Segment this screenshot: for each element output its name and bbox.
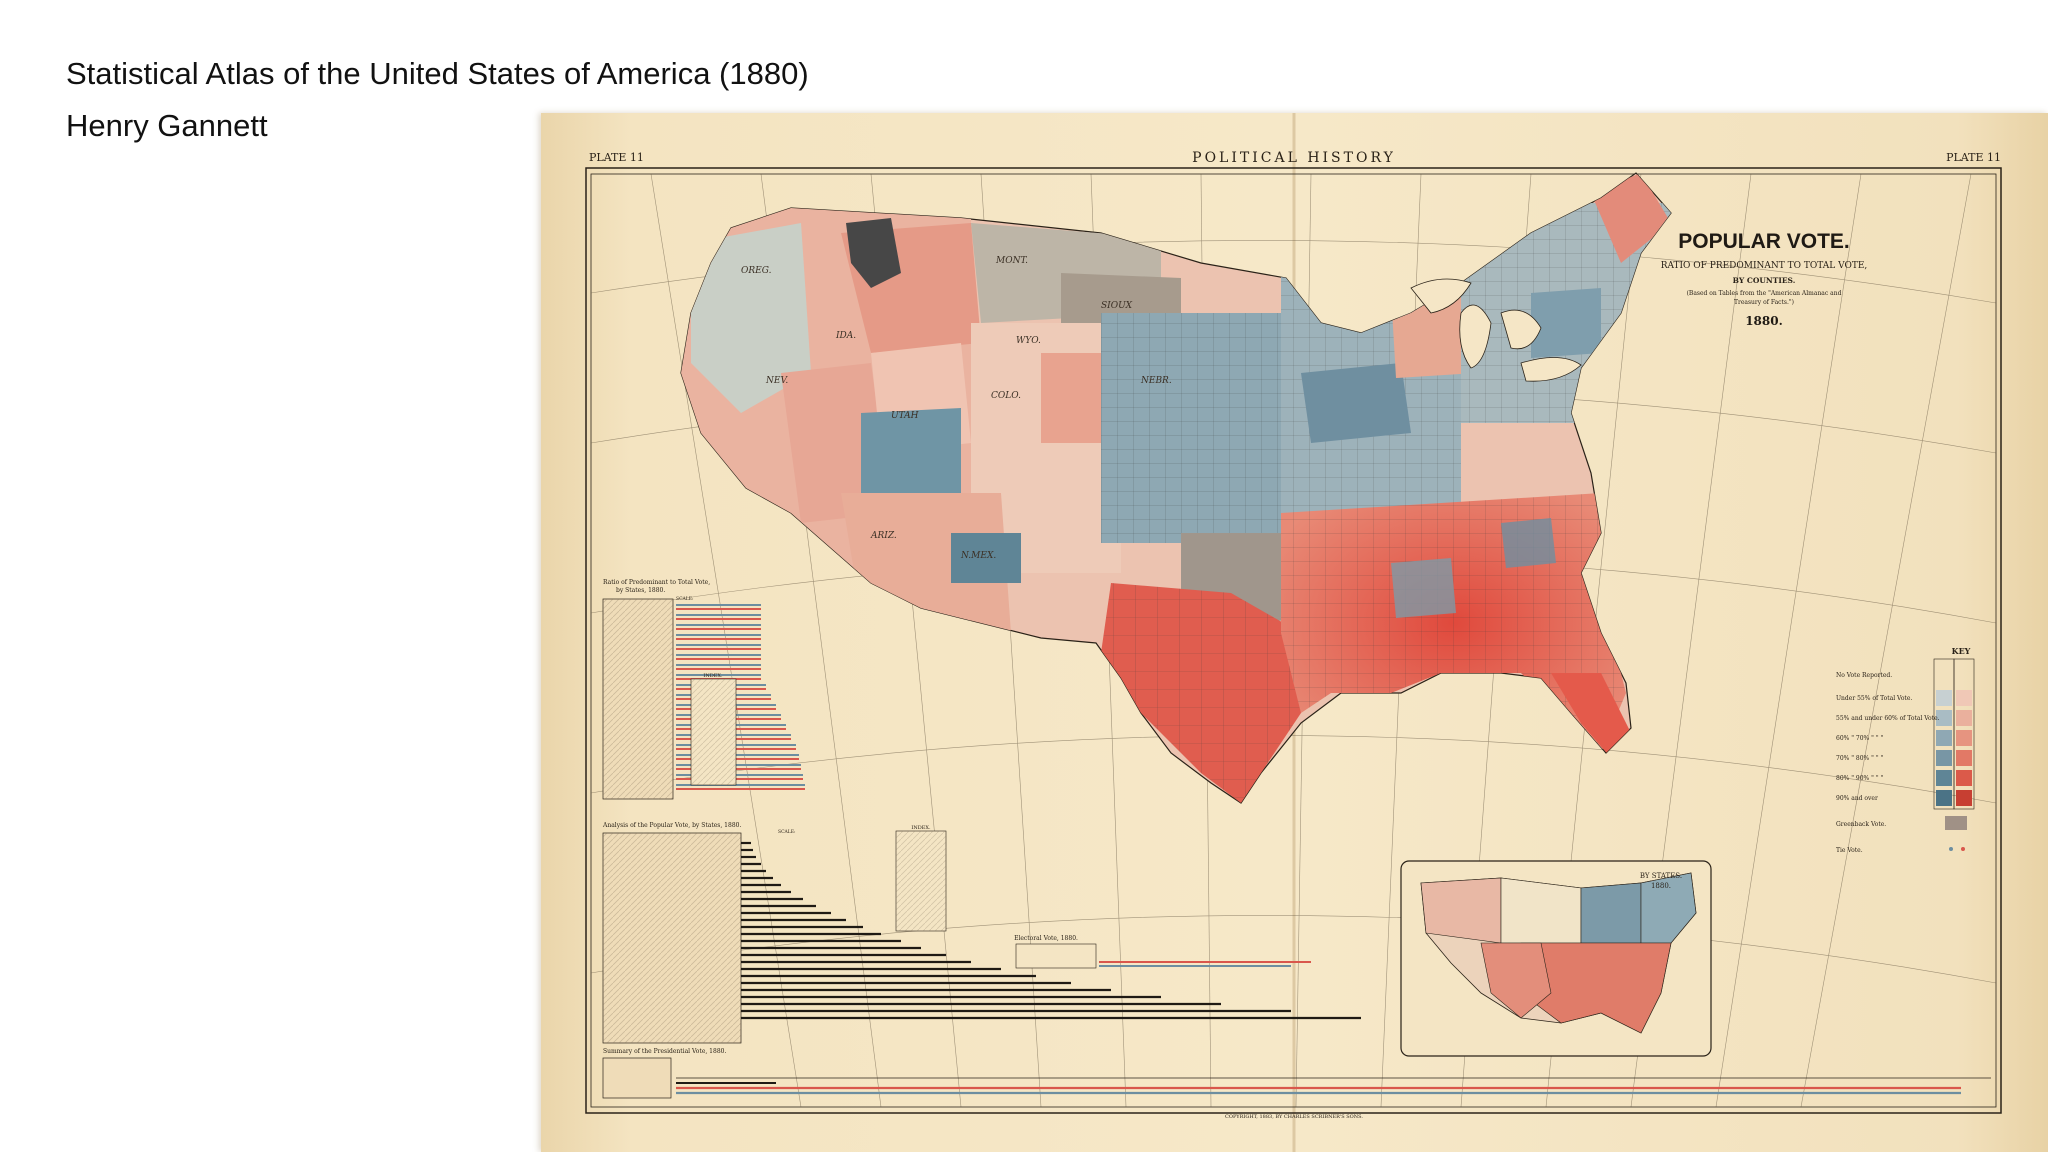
ratio-table-title-1: Ratio of Predominant to Total Vote, (603, 579, 710, 586)
ratio-table: Ratio of Predominant to Total Vote, by S… (602, 579, 805, 800)
key-item-70-80: 70% " 80% " " " (1836, 755, 1883, 762)
map-title: POPULAR VOTE. (1678, 230, 1850, 253)
map-year: 1880. (1745, 314, 1783, 328)
summary-chart: Summary of the Presidential Vote, 1880. (602, 1048, 1991, 1099)
copyright: COPYRIGHT, 1883, BY CHARLES SCRIBNER'S S… (1225, 1114, 1363, 1120)
inset-title: BY STATES. (1640, 872, 1682, 880)
united-states-map: IDA. UTAH NEV. ARIZ. COLO. SIOUX NEBR. M… (680, 172, 1672, 804)
key-item-tie: Tie Vote. (1836, 847, 1863, 854)
author-name: Henry Gannett (66, 108, 268, 143)
label-nev: NEV. (765, 376, 788, 386)
key-item-55-60: 55% and under 60% of Total Vote. (1836, 715, 1940, 722)
plate-number-right: PLATE 11 (1946, 151, 2001, 164)
map-title-block: POPULAR VOTE. RATIO OF PREDOMINANT TO TO… (1661, 230, 1868, 328)
inset-year: 1880. (1651, 882, 1671, 890)
map-key: KEY No Vote Reported. Under 55% of Total… (1836, 646, 1975, 854)
label-wyo: WYO. (1016, 336, 1041, 346)
label-sioux: SIOUX (1101, 301, 1133, 311)
map-frame-inner (590, 173, 1997, 1108)
label-ida: IDA. (835, 331, 856, 341)
electoral-title: Electoral Vote, 1880. (1014, 935, 1078, 942)
key-item-90-over: 90% and over (1836, 795, 1878, 802)
label-oreg: OREG. (741, 266, 772, 276)
key-item-no-vote: No Vote Reported. (1836, 672, 1892, 679)
map-subtitle-counties: BY COUNTIES. (1733, 276, 1796, 285)
analysis-chart: Analysis of the Popular Vote, by States,… (602, 822, 1361, 1044)
key-item-80-90: 80% " 90% " " " (1836, 775, 1883, 782)
label-ariz: ARIZ. (870, 531, 897, 541)
key-item-under-55: Under 55% of Total Vote. (1836, 695, 1912, 702)
key-item-greenback: Greenback Vote. (1836, 821, 1886, 828)
label-utah: UTAH (891, 411, 919, 421)
inset-map-by-states: BY STATES. 1880. (1400, 860, 1712, 1057)
map-plate: PLATE 11 PLATE 11 POLITICAL HISTORY (541, 113, 2048, 1152)
key-item-60-70: 60% " 70% " " " (1836, 735, 1883, 742)
label-nmex: N.MEX. (960, 551, 996, 561)
ratio-index-label: INDEX. (703, 673, 723, 679)
electoral-vote-chart: Electoral Vote, 1880. (1014, 935, 1311, 969)
plate-number-left: PLATE 11 (589, 151, 644, 164)
map-source-line-2: Treasury of Facts.") (1734, 299, 1794, 306)
label-nebr: NEBR. (1140, 376, 1172, 386)
label-mont: MONT. (995, 256, 1028, 266)
summary-title: Summary of the Presidential Vote, 1880. (603, 1048, 726, 1055)
map-source-line-1: (Based on Tables from the "American Alma… (1687, 290, 1842, 297)
map-plate-svg: PLATE 11 PLATE 11 POLITICAL HISTORY (585, 113, 2002, 1152)
analysis-title: Analysis of the Popular Vote, by States,… (602, 822, 741, 829)
analysis-index-label: INDEX. (911, 825, 931, 831)
ratio-table-title-2: by States, 1880. (616, 587, 665, 594)
label-colo: COLO. (991, 391, 1021, 401)
plate-header: POLITICAL HISTORY (1192, 150, 1396, 166)
map-subtitle-ratio: RATIO OF PREDOMINANT TO TOTAL VOTE, (1661, 261, 1868, 271)
map-frame (585, 167, 2002, 1114)
analysis-scale-label: SCALE: (778, 829, 796, 835)
key-title: KEY (1952, 646, 1971, 656)
ratio-scale-label: SCALE: (676, 596, 694, 602)
atlas-title: Statistical Atlas of the United States o… (66, 56, 809, 91)
